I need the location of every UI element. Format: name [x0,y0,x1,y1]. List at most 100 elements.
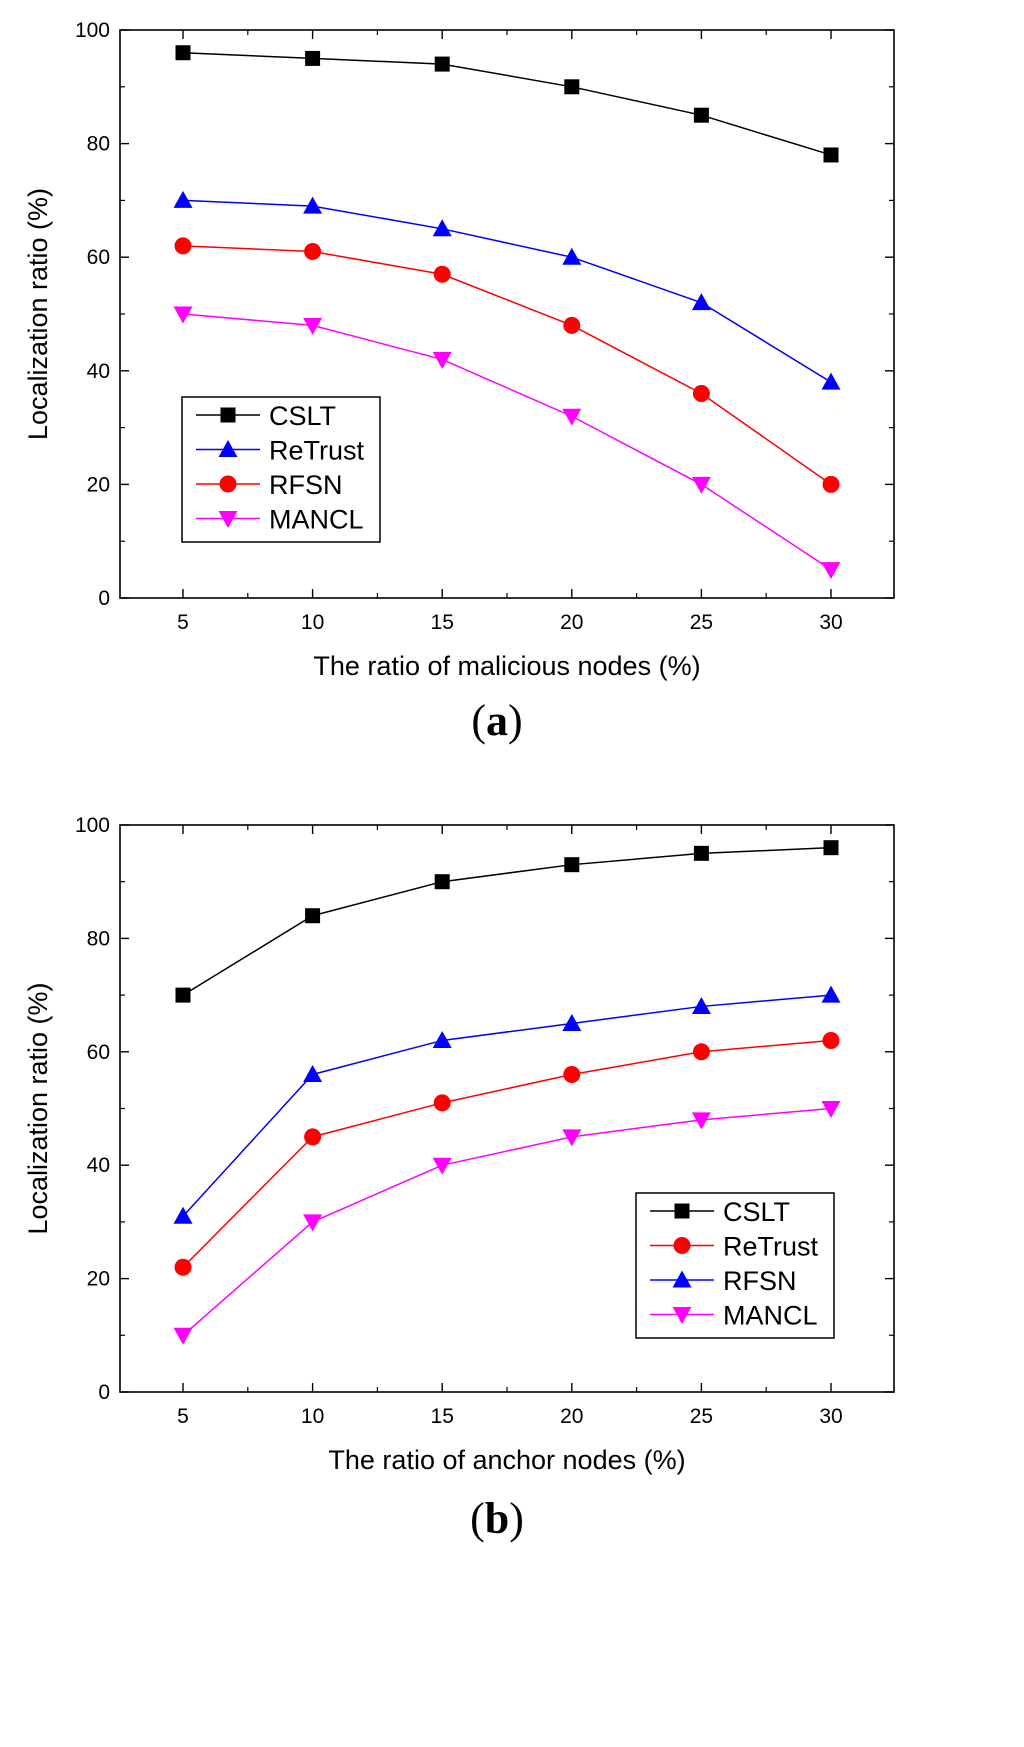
legend-marker [218,440,238,457]
data-point [304,1128,322,1146]
series-line [182,1107,832,1336]
panel-letter: b [485,1494,509,1543]
legend-marker [674,1203,690,1219]
legend-label: RFSN [269,470,343,500]
data-point [175,987,191,1003]
data-point [305,50,321,66]
data-point [303,317,323,335]
data-point [563,316,581,334]
data-point [303,1214,323,1232]
data-point [691,476,711,494]
data-point [693,845,709,861]
legend-marker [220,407,236,423]
data-point [432,351,452,369]
y-axis-title: Localization ratio (%) [23,188,53,440]
series-line [182,846,832,996]
data-point [691,1112,711,1130]
data-point [562,408,582,426]
panel-label: (b) [470,1494,524,1543]
panel-letter: a [486,696,508,745]
legend-marker [218,511,238,528]
data-point [562,247,582,265]
x-tick-label: 30 [819,611,842,634]
series-line [182,313,832,571]
series-cslt [175,45,839,163]
legend-label: CSLT [723,1197,790,1227]
panel-label: (a) [471,696,522,745]
legend-label: ReTrust [269,436,365,466]
x-tick-label: 15 [431,1405,454,1428]
legend-label: ReTrust [723,1232,819,1262]
y-tick-label: 100 [75,814,110,837]
data-point [173,190,193,208]
chart-a: 0 20 40 60 80 100 5 10 15 20 25 30 The ratio of mali… [23,19,895,745]
series-retrust [174,1031,840,1276]
series-rfsn [173,985,841,1224]
data-point [303,196,323,214]
data-point [304,243,322,261]
x-tick-label: 20 [560,611,583,634]
y-tick-label: 20 [87,473,110,496]
data-point [821,562,841,580]
y-axis-title: Localization ratio (%) [23,982,53,1234]
data-point [174,1258,192,1276]
data-point [432,1157,452,1175]
series-cslt [175,840,839,1003]
legend-label: MANCL [723,1301,818,1331]
x-tick-label: 15 [431,611,454,634]
data-point [822,475,840,493]
series-retrust [173,190,841,390]
y-tick-label: 0 [98,587,110,610]
legend: CSLT ReTrust RFSN MANCL [181,396,381,543]
data-point [693,107,709,123]
legend-label: CSLT [269,401,336,431]
series-line [182,1039,832,1268]
data-point [305,908,321,924]
data-point [691,293,711,311]
series-rfsn [174,237,840,493]
data-point [691,996,711,1014]
data-point [692,385,710,403]
y-tick-label: 80 [87,133,110,156]
x-axis-title: The ratio of anchor nodes (%) [328,1445,685,1475]
data-point [432,219,452,237]
data-point [433,265,451,283]
x-tick-label: 20 [560,1405,583,1428]
data-point [562,1129,582,1147]
y-tick-label: 60 [87,246,110,269]
x-tick-label: 25 [690,611,713,634]
data-point [823,840,839,856]
data-point [821,1101,841,1118]
data-point [173,1206,193,1224]
data-point [821,372,841,390]
data-point [174,237,192,255]
data-point [564,79,580,95]
series-line [182,245,832,486]
data-point [175,45,191,61]
y-tick-label: 40 [87,360,110,383]
x-tick-label: 10 [301,1405,324,1428]
data-point [173,1327,193,1345]
data-point [823,147,839,163]
legend-label: RFSN [723,1266,797,1296]
series-line [182,51,832,156]
x-tick-label: 5 [177,1405,189,1428]
series-line [182,199,832,383]
legend-marker [219,475,237,493]
y-tick-label: 100 [75,19,110,42]
data-point [303,1064,323,1082]
data-point [562,1013,582,1031]
data-point [173,306,193,324]
data-point [432,1030,452,1048]
y-tick-label: 0 [98,1381,110,1404]
legend-label: MANCL [269,505,364,535]
series-mancl [173,1101,841,1345]
y-tick-label: 80 [87,927,110,950]
data-point [692,1043,710,1061]
x-tick-label: 25 [690,1405,713,1428]
chart-b: 0 20 40 60 80 100 5 10 15 20 25 30 The ratio of anch… [23,814,895,1543]
data-point [821,985,841,1003]
legend-marker [672,1307,692,1324]
y-tick-label: 60 [87,1041,110,1064]
